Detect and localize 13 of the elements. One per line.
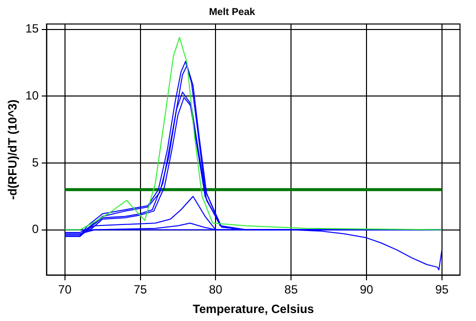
x-tick-label: 75 [134, 282, 148, 297]
y-tick-label: 5 [32, 155, 40, 170]
x-tick-label: 85 [284, 282, 298, 297]
x-tick-label: 80 [208, 282, 223, 297]
chart-title: Melt Peak [208, 6, 256, 18]
x-axis-title: Temperature, Celsius [192, 302, 314, 316]
y-tick-label: 0 [32, 222, 40, 236]
y-tick-label: 10 [25, 88, 40, 102]
x-tick-label: 95 [435, 282, 449, 297]
y-axis-title: -d(RFU)/dT (10^3) [6, 99, 20, 200]
x-tick-label: 70 [58, 282, 72, 297]
x-tick-label: 90 [360, 282, 374, 297]
y-tick-label: 15 [25, 22, 40, 36]
